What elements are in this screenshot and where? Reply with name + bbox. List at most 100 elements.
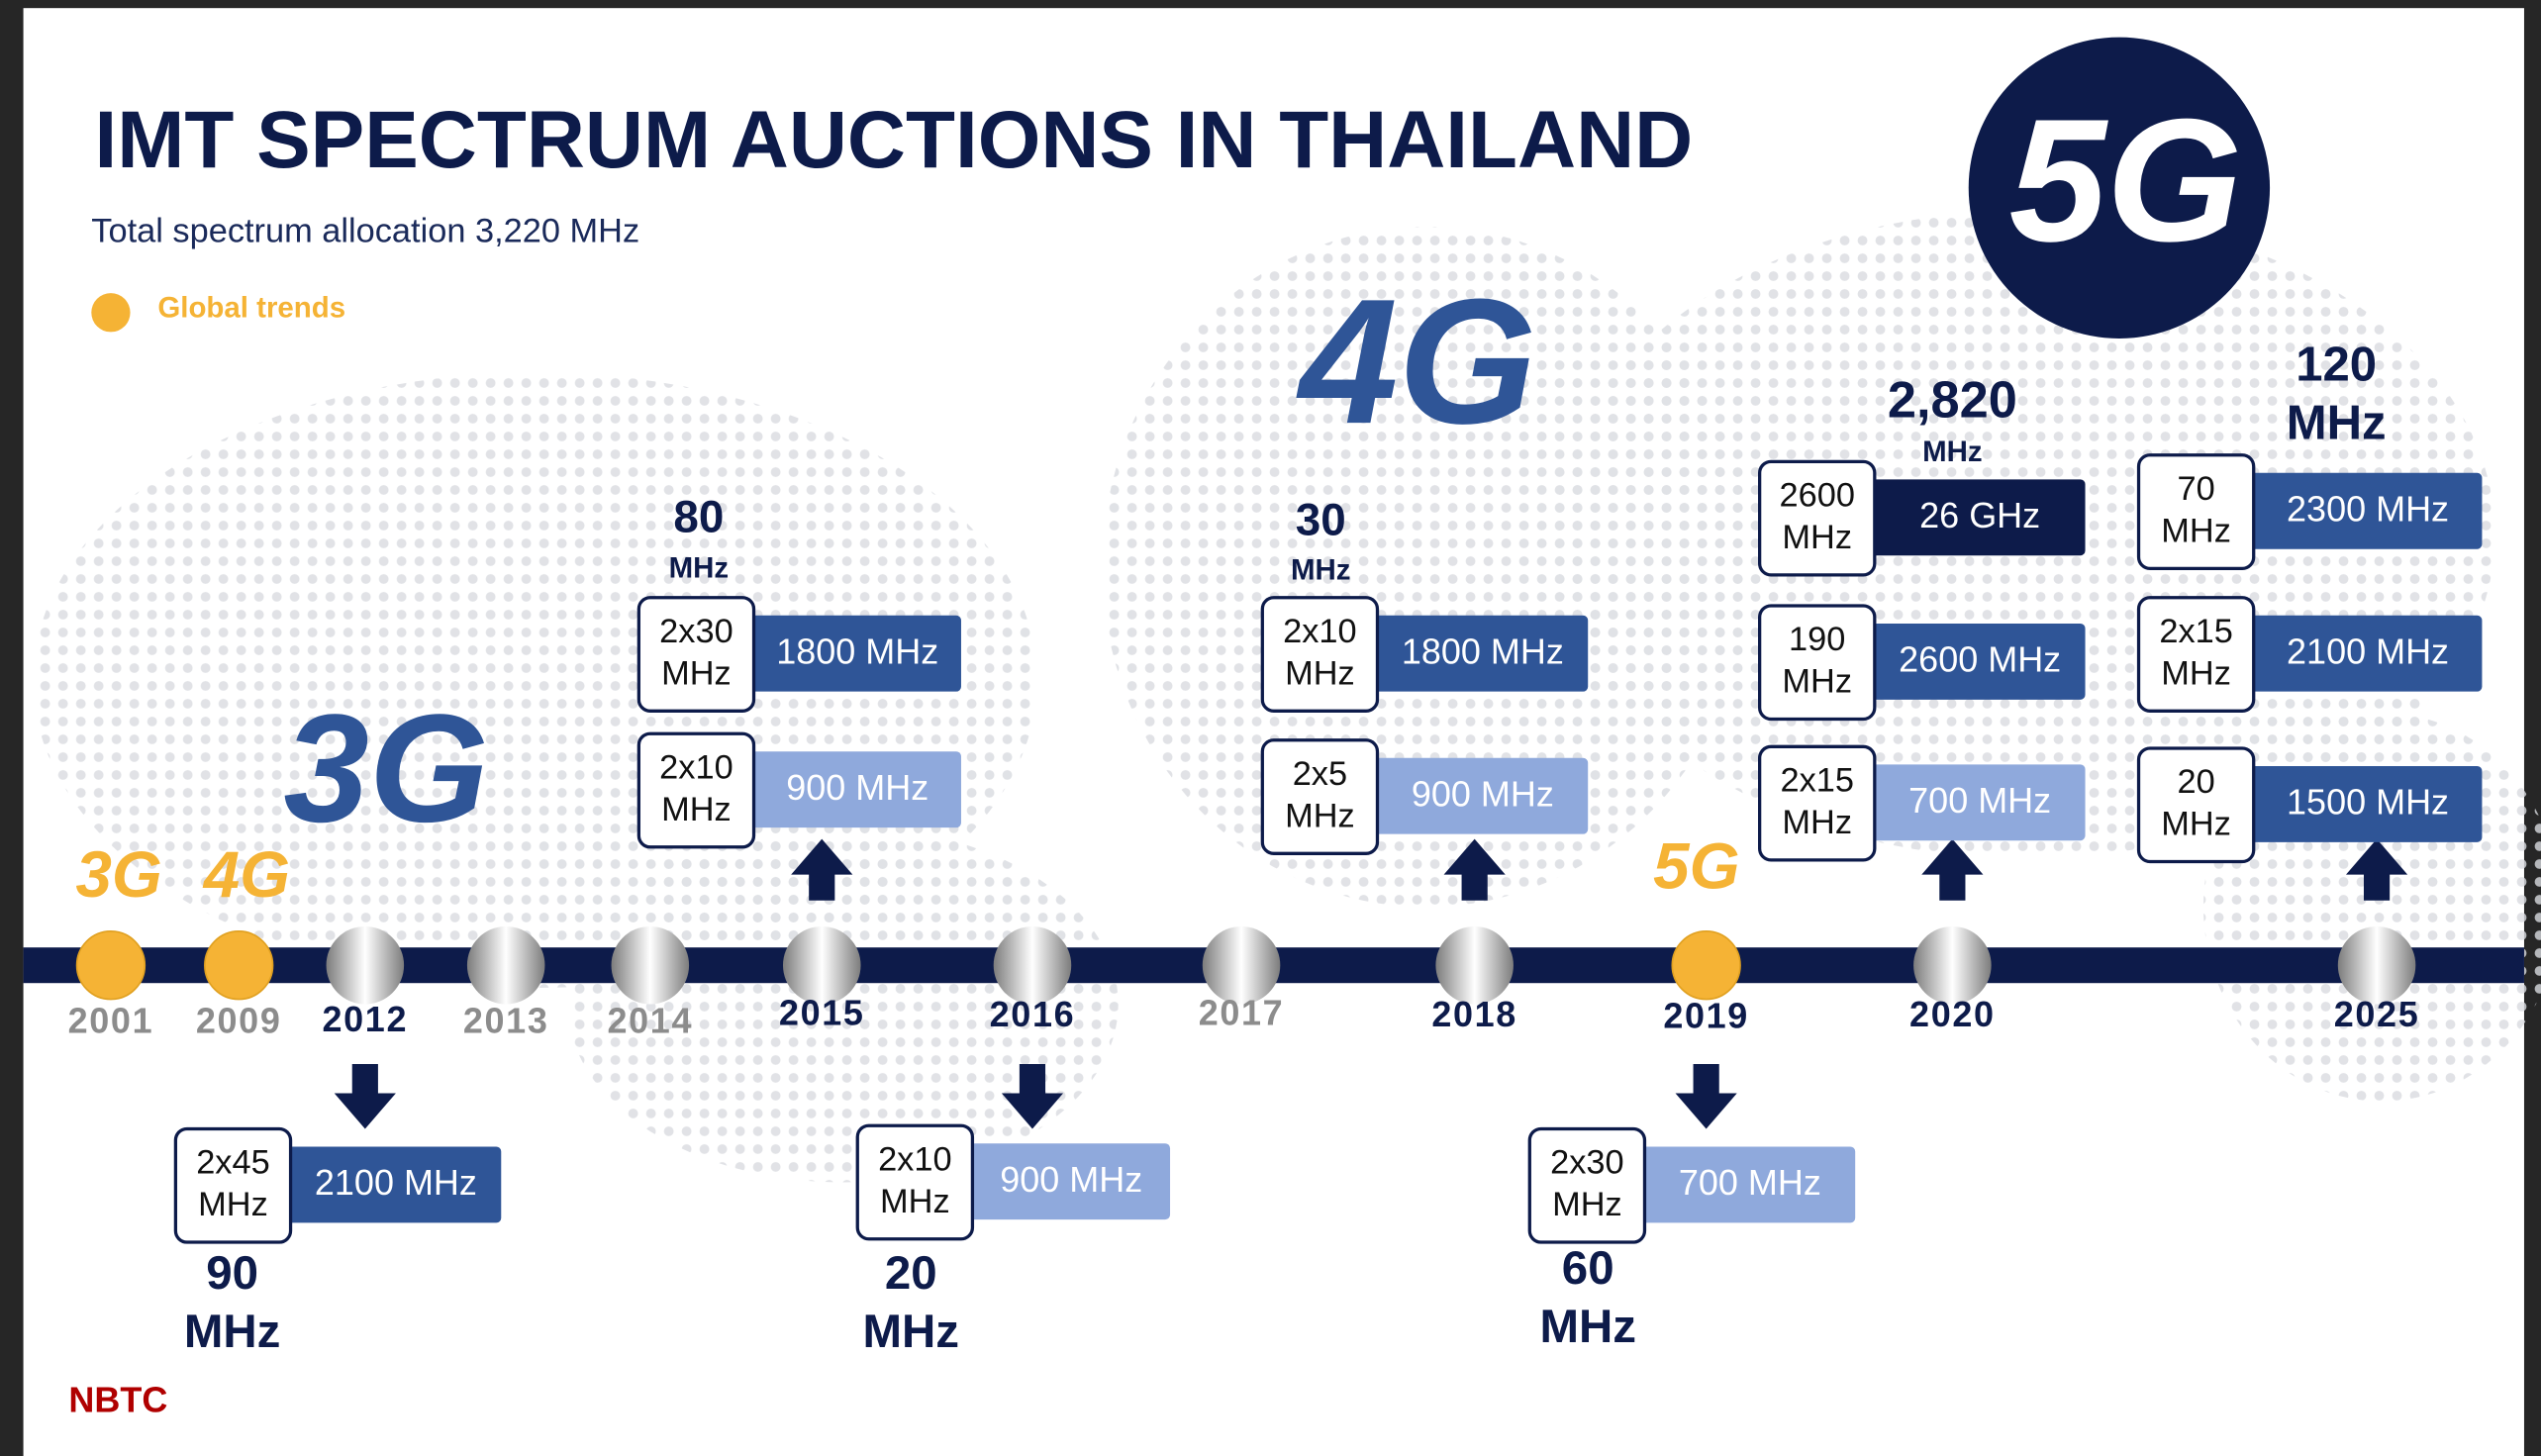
timeline-node <box>1202 925 1281 1005</box>
year-label: 2017 <box>1199 992 1285 1032</box>
era-badge <box>1968 37 2271 339</box>
amount-label: 2x10 <box>659 748 733 786</box>
band-bar <box>284 1146 502 1223</box>
amount-label: MHz <box>880 1183 950 1220</box>
band-bar <box>2247 472 2483 549</box>
band-label: 900 MHz <box>1000 1159 1142 1200</box>
band-bar <box>1868 623 2086 700</box>
amount-box <box>1758 604 1877 722</box>
band-bar <box>746 615 961 692</box>
amount-label: 20 <box>2178 763 2215 801</box>
arrow <box>1001 1064 1064 1129</box>
band-bar <box>1370 757 1589 834</box>
year-label: 2016 <box>990 994 1076 1034</box>
amount-label: MHz <box>1782 804 1852 841</box>
band-bar <box>1868 479 2086 556</box>
amount-label: 2x10 <box>878 1140 952 1178</box>
auction-unit: MHz <box>184 1306 281 1358</box>
auction-unit: MHz <box>1539 1301 1636 1353</box>
amount-label: MHz <box>1285 797 1355 834</box>
auction-total: 90 <box>206 1247 258 1300</box>
auction-total: 2,820 <box>1888 371 2017 429</box>
amount-label: 2x5 <box>1293 755 1347 793</box>
auction-unit: MHz <box>669 552 730 585</box>
amount-label: 70 <box>2178 470 2215 508</box>
band-label: 26 GHz <box>1919 495 2040 535</box>
timeline-node <box>1913 925 1992 1005</box>
year-label: 2019 <box>1663 996 1749 1036</box>
amount-box <box>1527 1126 1647 1244</box>
amount-box <box>2136 453 2256 570</box>
amount-label: MHz <box>1552 1186 1622 1223</box>
band-label: 900 MHz <box>1412 774 1554 815</box>
band-bar <box>746 751 961 828</box>
amount-label: MHz <box>1782 519 1852 556</box>
timeline-node <box>326 925 405 1005</box>
auction-unit: MHz <box>1922 436 1983 468</box>
amount-box <box>2136 596 2256 713</box>
year-label: 2014 <box>608 1001 694 1041</box>
amount-label: MHz <box>1782 663 1852 701</box>
year-label: 2013 <box>463 1001 549 1041</box>
year-label: 2018 <box>1431 994 1517 1034</box>
amount-label: 2600 <box>1780 476 1855 514</box>
amount-box <box>1260 596 1380 713</box>
legend-dot <box>91 293 131 333</box>
band-bar <box>1637 1146 1856 1223</box>
era-label: 5G <box>2009 83 2243 278</box>
trend-label: 4G <box>202 838 290 911</box>
auction-total: 30 <box>1296 495 1346 545</box>
band-bar <box>1370 615 1589 692</box>
band-bar <box>2247 765 2483 842</box>
source: NBTC <box>68 1380 167 1420</box>
timeline-node <box>993 925 1072 1005</box>
amount-box <box>1260 738 1380 855</box>
amount-box <box>855 1123 975 1241</box>
arrow <box>334 1064 396 1129</box>
amount-label: MHz <box>1285 654 1355 692</box>
amount-label: 2x15 <box>1780 761 1854 799</box>
amount-label: 2x30 <box>1550 1144 1624 1182</box>
arrow <box>791 838 853 901</box>
band-label: 1500 MHz <box>2287 782 2449 823</box>
auction-total: 80 <box>673 491 724 541</box>
band-label: 2100 MHz <box>2287 631 2449 672</box>
timeline-node <box>2337 925 2416 1005</box>
amount-label: MHz <box>661 791 732 828</box>
amount-box <box>636 596 756 713</box>
amount-box <box>1758 744 1877 862</box>
year-label: 2009 <box>196 1001 282 1041</box>
amount-label: MHz <box>2161 512 2231 549</box>
amount-label: MHz <box>2161 806 2231 843</box>
auction-unit: MHz <box>2287 396 2387 449</box>
arrow <box>1675 1064 1737 1129</box>
title: IMT SPECTRUM AUCTIONS IN THAILAND <box>95 95 1694 185</box>
band-label: 900 MHz <box>786 767 928 808</box>
subtitle: Total spectrum allocation 3,220 MHz <box>91 213 639 250</box>
auction-total: 20 <box>885 1247 937 1300</box>
auction-total: 120 <box>2296 338 2377 391</box>
amount-label: MHz <box>2161 654 2231 692</box>
band-label: 1800 MHz <box>1402 631 1564 672</box>
band-label: 1800 MHz <box>776 631 938 672</box>
year-label: 2001 <box>68 1001 154 1041</box>
trend-dot <box>75 930 147 1001</box>
era-label: 3G <box>283 682 488 854</box>
era-label: 4G <box>1296 262 1536 461</box>
amount-label: MHz <box>198 1186 268 1223</box>
amount-label: MHz <box>661 654 732 692</box>
trend-label: 5G <box>1653 830 1739 903</box>
auction-unit: MHz <box>862 1306 959 1358</box>
year-label: 2012 <box>323 999 409 1039</box>
band-bar <box>1868 764 2086 841</box>
legend-label: Global trends <box>157 291 345 324</box>
band-label: 2300 MHz <box>2287 489 2449 530</box>
trend-dot <box>1671 930 1741 1001</box>
auction-total: 60 <box>1562 1242 1614 1295</box>
trend-label: 3G <box>75 838 161 911</box>
amount-box <box>1758 459 1877 577</box>
trend-dot <box>204 930 274 1001</box>
arrow <box>1443 838 1506 901</box>
timeline-node <box>782 925 861 1005</box>
